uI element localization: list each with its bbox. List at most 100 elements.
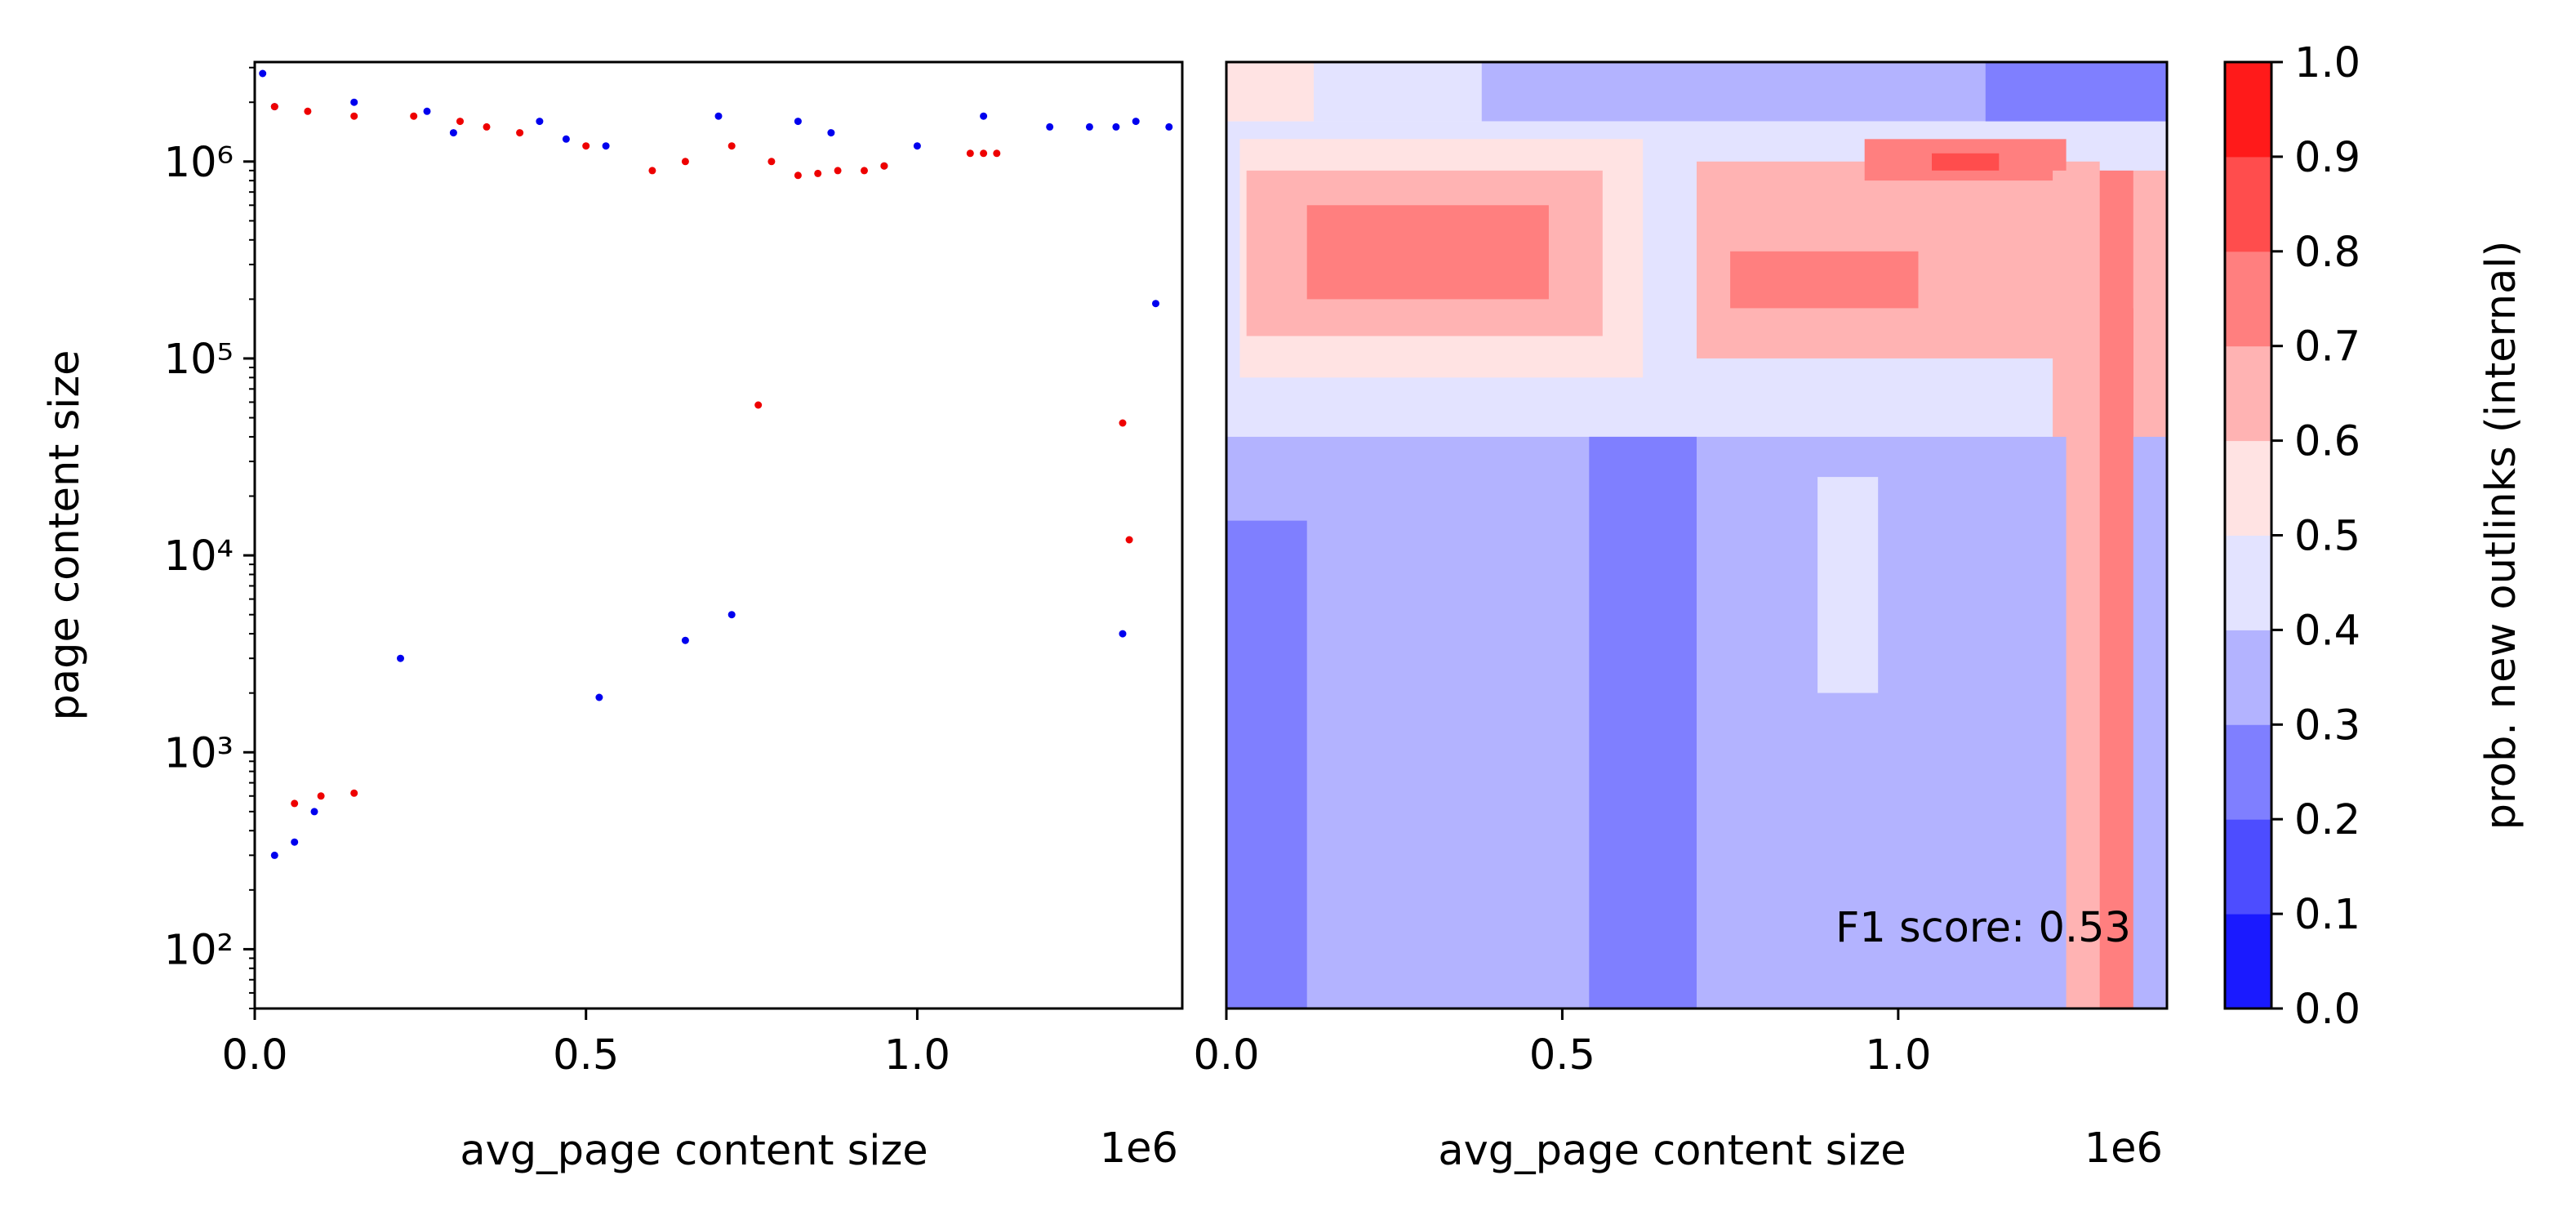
colorbar-tick-label: 0.3	[2294, 701, 2360, 750]
x-offset-label: 1e6	[1100, 1124, 1178, 1173]
colorbar-segment	[2225, 440, 2271, 536]
scatter-point-blue	[350, 98, 358, 106]
scatter-point-blue	[1112, 122, 1120, 131]
colorbar-segment	[2225, 535, 2271, 630]
scatter-point-blue	[397, 654, 404, 662]
heatmap-region	[1932, 153, 2000, 171]
scatter-point-blue	[423, 107, 431, 115]
scatter-point-blue	[1085, 122, 1093, 131]
scatter-point-red	[880, 162, 888, 170]
colorbar-tick-label: 0.7	[2294, 323, 2360, 372]
x-tick-label: 1.0	[1865, 1031, 1931, 1080]
y-tick-label: 10⁴	[164, 532, 234, 581]
scatter-point-red	[456, 118, 464, 126]
scatter-point-red	[516, 129, 524, 137]
scatter-point-blue	[595, 693, 603, 701]
colorbar-tick-label: 0.8	[2294, 229, 2360, 277]
scatter-point-blue	[980, 112, 988, 120]
heatmap-region	[1589, 436, 1697, 1009]
scatter-point-red	[767, 158, 776, 166]
scatter-point-blue	[562, 135, 570, 143]
scatter-point-blue	[449, 129, 457, 137]
scatter-point-red	[980, 149, 988, 158]
x-tick-label: 0.0	[221, 1031, 287, 1080]
scatter-points	[259, 69, 1173, 859]
scatter-point-blue	[681, 636, 689, 644]
heatmap-region	[1226, 520, 1307, 1009]
colorbar-tick-label: 1.0	[2294, 39, 2360, 87]
scatter-point-blue	[1165, 122, 1173, 131]
scatter-point-blue	[291, 838, 299, 846]
scatter-point-red	[410, 112, 418, 120]
scatter-point-blue	[1152, 300, 1159, 308]
heatmap-regions	[1226, 62, 2167, 1009]
scatter-point-red	[727, 142, 736, 150]
x-tick-label: 0.0	[1193, 1031, 1259, 1080]
heatmap-region	[1730, 251, 1919, 309]
scatter-point-red	[483, 122, 491, 131]
scatter-point-blue	[1132, 118, 1140, 126]
colorbar-segment	[2225, 345, 2271, 442]
colorbar-segment	[2225, 724, 2271, 820]
x-axis-label: avg_page content size	[1438, 1127, 1906, 1175]
colorbar-segment	[2225, 156, 2271, 252]
heatmap-region	[2099, 170, 2133, 1009]
scatter-point-blue	[1046, 122, 1054, 131]
heatmap-region	[1817, 477, 1879, 693]
y-tick-label: 10³	[164, 729, 234, 777]
x-tick-label: 0.5	[1529, 1031, 1595, 1080]
f1-score-annotation: F1 score: 0.53	[1835, 904, 2131, 952]
y-tick-label: 10²	[164, 926, 234, 974]
scatter-point-red	[582, 142, 590, 150]
colorbar-tick-label: 0.6	[2294, 418, 2360, 466]
colorbar-tick-label: 0.1	[2294, 891, 2360, 939]
scatter-point-red	[794, 171, 802, 180]
x-axis-label: avg_page content size	[460, 1127, 928, 1175]
heatmap-panel: 0.0 0.5 1.0 F1 score: 0.53 avg_page content …	[1193, 60, 2169, 1175]
scatter-point-red	[834, 167, 842, 175]
scatter-point-red	[754, 401, 763, 409]
colorbar-segment	[2225, 251, 2271, 347]
colorbar-label: prob. new outlinks (internal)	[2477, 241, 2525, 830]
scatter-point-blue	[827, 129, 835, 137]
colorbar-tick-label: 0.0	[2294, 986, 2360, 1034]
colorbar-tick-label: 0.5	[2294, 513, 2360, 561]
colorbar-tick-label: 0.9	[2294, 134, 2360, 182]
heatmap-frame	[1225, 60, 2169, 1010]
y-tick-label: 10⁶	[164, 139, 234, 187]
scatter-point-red	[648, 167, 656, 175]
scatter-point-blue	[714, 112, 723, 120]
colorbar-segment	[2225, 914, 2271, 1009]
scatter-point-blue	[727, 611, 736, 619]
scatter-point-blue	[310, 808, 318, 816]
scatter-panel: 0.0 0.5 1.0 10² 10³ 10⁴ 10⁵ 10⁶ avg_page content…	[41, 60, 1184, 1175]
scatter-point-red	[1119, 419, 1127, 427]
scatter-point-blue	[602, 142, 610, 150]
scatter-point-red	[966, 149, 974, 158]
scatter-point-red	[304, 107, 312, 115]
x-tick-label: 1.0	[884, 1031, 950, 1080]
scatter-frame	[253, 60, 1184, 1010]
heatmap-region	[1226, 62, 1314, 122]
scatter-point-blue	[794, 118, 802, 126]
scatter-point-red	[814, 169, 822, 177]
scatter-point-red	[270, 103, 278, 111]
scatter-point-blue	[270, 851, 278, 859]
scatter-point-red	[317, 792, 325, 800]
x-tick-label: 0.5	[553, 1031, 619, 1080]
scatter-point-red	[291, 799, 299, 808]
scatter-point-red	[350, 789, 358, 797]
colorbar-tick-label: 0.2	[2294, 796, 2360, 844]
colorbar-segment	[2225, 819, 2271, 915]
scatter-point-blue	[536, 118, 544, 126]
scatter-point-blue	[1119, 630, 1127, 638]
scatter-point-red	[861, 167, 868, 175]
x-offset-label: 1e6	[2084, 1124, 2163, 1173]
scatter-point-red	[681, 158, 689, 166]
y-tick-label: 10⁵	[164, 336, 234, 384]
colorbar-tick-label: 0.4	[2294, 607, 2360, 655]
colorbar-segment	[2225, 62, 2271, 158]
scatter-point-red	[993, 149, 1001, 158]
scatter-point-red	[1125, 536, 1133, 544]
